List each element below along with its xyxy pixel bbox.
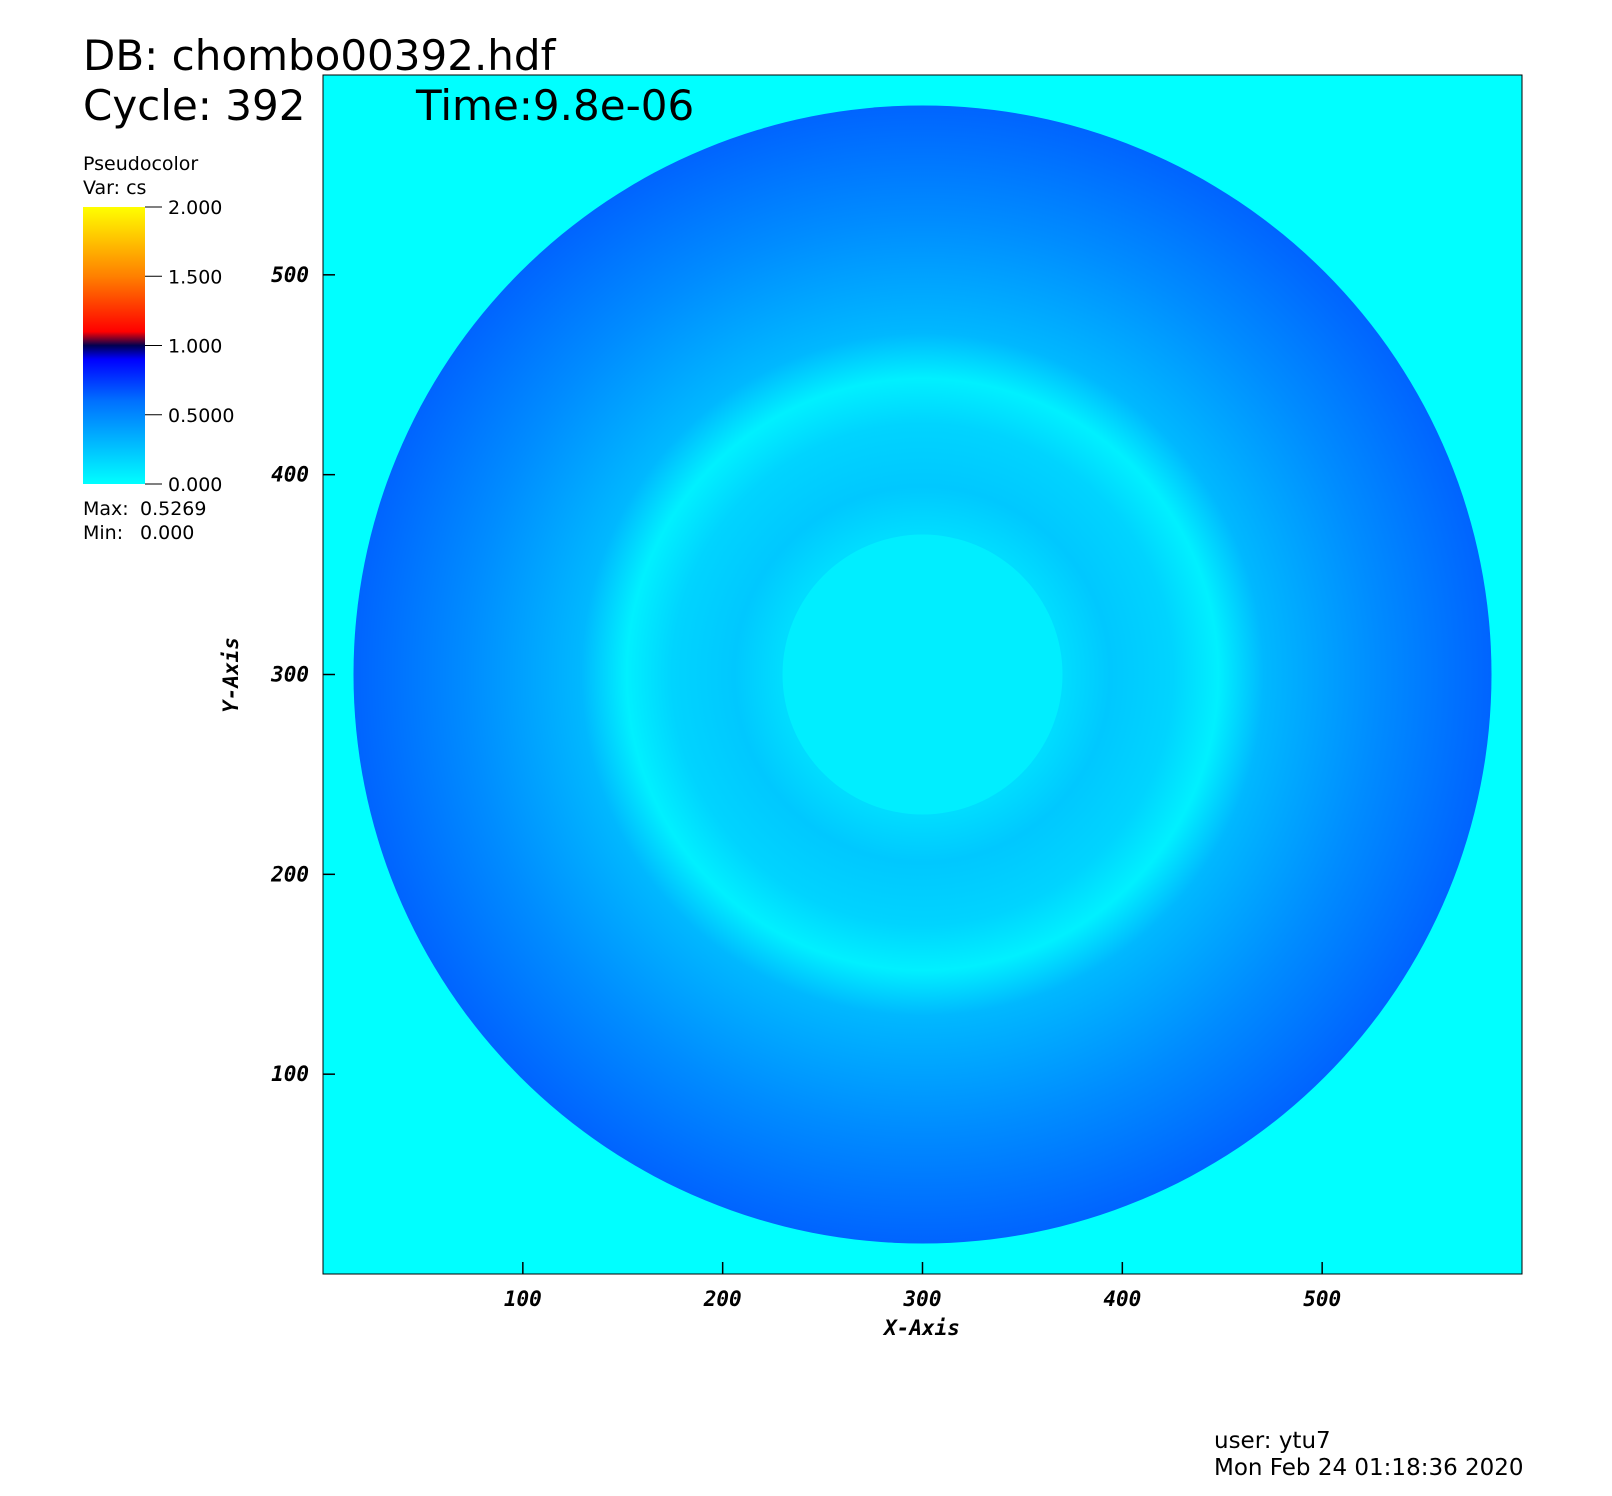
x-tick-label: 200 xyxy=(703,1287,742,1311)
colorbar-tick-label: 0.000 xyxy=(168,474,222,496)
colorbar-tick-label: 1.500 xyxy=(168,266,222,288)
y-tick-label: 400 xyxy=(271,463,309,487)
date-label: Mon Feb 24 01:18:36 2020 xyxy=(1214,1455,1524,1481)
x-axis-label: X-Axis xyxy=(882,1316,960,1340)
y-axis-label: Y-Axis xyxy=(219,637,243,713)
x-tick-label: 400 xyxy=(1103,1287,1141,1311)
colorbar-tick-label: 0.5000 xyxy=(168,405,234,427)
min-value: 0.000 xyxy=(140,522,194,544)
time-label: Time:9.8e-06 xyxy=(415,81,694,130)
y-tick-label: 500 xyxy=(271,263,309,287)
colorbar xyxy=(83,207,145,484)
cycle-label: Cycle: 392 xyxy=(83,81,305,130)
user-label: user: ytu7 xyxy=(1214,1428,1331,1454)
legend-title: Pseudocolor xyxy=(83,153,198,175)
y-tick-label: 100 xyxy=(271,1062,309,1086)
x-tick-label: 100 xyxy=(504,1287,542,1311)
max-label: Max: xyxy=(83,498,129,520)
db-label: DB: chombo00392.hdf xyxy=(83,31,557,80)
y-tick-label: 300 xyxy=(270,663,309,687)
legend-var: Var: cs xyxy=(83,177,146,199)
colorbar-tick-label: 2.000 xyxy=(168,197,222,219)
y-tick-label: 200 xyxy=(270,862,309,886)
x-tick-label: 500 xyxy=(1303,1287,1341,1311)
max-value: 0.5269 xyxy=(140,498,206,520)
colorbar-tick-label: 1.000 xyxy=(168,336,222,358)
x-tick-label: 300 xyxy=(903,1287,942,1311)
min-label: Min: xyxy=(83,522,123,544)
inner-core xyxy=(782,534,1063,815)
